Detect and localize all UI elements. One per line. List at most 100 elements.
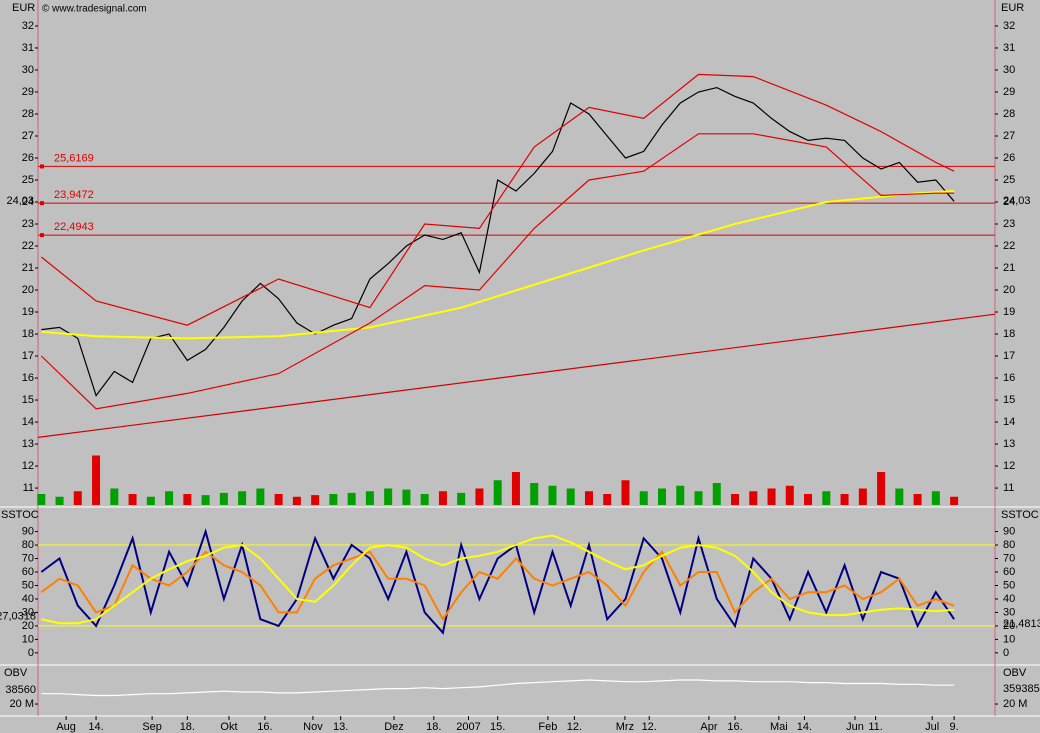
y-label: OBV xyxy=(1003,667,1027,679)
volume-bar xyxy=(420,494,429,505)
y-label: SSTOC xyxy=(1,509,39,521)
y-tick-label: 17 xyxy=(1003,350,1015,362)
series-line xyxy=(40,550,955,622)
y-tick-label: 11 xyxy=(23,482,34,494)
volume-bar xyxy=(384,488,393,505)
level-handle xyxy=(40,164,44,169)
volume-bar xyxy=(603,494,612,505)
volume-bar xyxy=(639,491,648,505)
series-line xyxy=(37,313,996,438)
x-tick-label: 12. xyxy=(567,721,582,733)
series-line xyxy=(41,534,955,625)
volume-bar xyxy=(146,496,155,505)
x-tick-label: Mai xyxy=(770,721,788,733)
last-value: 21,4813 xyxy=(1003,618,1040,630)
level-handle xyxy=(40,233,44,238)
volume-bar xyxy=(219,492,228,505)
y-tick-label: 16 xyxy=(1003,372,1015,384)
y-tick-label: 30 xyxy=(22,606,34,618)
y-tick-label: 30 xyxy=(1003,64,1015,76)
y-tick-label: 20 xyxy=(1003,620,1015,632)
y-label: OBV xyxy=(4,667,28,679)
volume-bar xyxy=(55,496,64,505)
y-tick-label: 24 xyxy=(22,196,34,208)
y-tick-label: 20 xyxy=(1003,284,1015,296)
volume-bar xyxy=(858,488,867,505)
volume-bar xyxy=(712,483,721,505)
level-label: 22,4943 xyxy=(54,221,94,233)
y-tick-label: 13 xyxy=(1003,438,1015,450)
y-tick-label: 10 xyxy=(22,633,34,645)
volume-bar xyxy=(347,492,356,505)
y-tick-label: 50 xyxy=(22,579,34,591)
volume-bar xyxy=(493,480,502,505)
series-line xyxy=(40,73,955,326)
series-line xyxy=(40,133,955,410)
y-tick-label: 23 xyxy=(22,218,34,230)
volume-bar xyxy=(566,488,575,505)
volume-bar xyxy=(767,488,776,505)
y-tick-label: 22 xyxy=(1003,240,1015,252)
y-tick-label: 27 xyxy=(1003,130,1015,142)
volume-bar xyxy=(92,455,101,505)
series-line xyxy=(41,86,955,397)
y-tick-label: 13 xyxy=(22,438,34,450)
volume-bar xyxy=(37,494,46,505)
y-tick-label: 15 xyxy=(22,394,34,406)
y-tick-label: 32 xyxy=(1003,20,1015,32)
y-tick-label: 90 xyxy=(1003,525,1015,537)
volume-bar xyxy=(548,485,557,505)
volume-bar xyxy=(402,489,411,505)
volume-bar xyxy=(676,485,685,505)
volume-bar xyxy=(877,472,886,505)
y-tick-label: 80 xyxy=(22,539,34,551)
volume-bar xyxy=(895,488,904,505)
volume-bar xyxy=(201,495,210,505)
volume-bar xyxy=(822,491,831,505)
level-label: 23,9472 xyxy=(54,189,94,201)
x-tick-label: 14. xyxy=(797,721,812,733)
volume-bar xyxy=(931,491,940,505)
volume-bar xyxy=(110,488,119,505)
y-tick-label: 24 xyxy=(1003,196,1015,208)
x-tick-label: 12. xyxy=(642,721,657,733)
x-tick-label: 13. xyxy=(333,721,348,733)
level-label: 25,6169 xyxy=(54,152,94,164)
y-tick-label: 18 xyxy=(22,328,34,340)
y-tick-label: 0 xyxy=(28,647,34,659)
x-tick-label: Apr xyxy=(700,721,717,733)
y-tick-label: 14 xyxy=(1003,416,1015,428)
y-tick-label: 70 xyxy=(22,552,34,564)
level-handle xyxy=(40,201,44,206)
y-tick-label: 18 xyxy=(1003,328,1015,340)
y-tick-label: 26 xyxy=(22,152,34,164)
y-tick-label: 20 xyxy=(22,284,34,296)
volume-bar xyxy=(530,483,539,505)
x-tick-label: 11. xyxy=(868,721,882,733)
volume-bar xyxy=(475,488,484,505)
series-line xyxy=(41,190,955,340)
y-tick-label: 31 xyxy=(1003,42,1015,54)
last-value: 27,0318 xyxy=(0,610,36,622)
y-label: EUR xyxy=(1001,2,1024,14)
y-label: EUR xyxy=(12,2,35,14)
y-tick-label: 15 xyxy=(1003,394,1015,406)
x-tick-label: 15. xyxy=(490,721,505,733)
series-line xyxy=(40,528,955,635)
volume-bar xyxy=(292,496,301,505)
x-tick-label: 16. xyxy=(257,721,272,733)
y-tick-label: 90 xyxy=(22,525,34,537)
volume-bar xyxy=(256,488,265,505)
volume-bar xyxy=(274,494,283,505)
x-tick-label: 14. xyxy=(88,721,103,733)
y-tick-label: 26 xyxy=(1003,152,1015,164)
y-tick-label: 12 xyxy=(22,460,34,472)
x-tick-label: Jun xyxy=(846,721,864,733)
volume-bar xyxy=(457,492,466,505)
x-tick-label: 18. xyxy=(426,721,441,733)
volume-bar xyxy=(950,496,959,505)
y-tick-label: 16 xyxy=(22,372,34,384)
volume-bar xyxy=(165,491,174,505)
x-tick-label: 16. xyxy=(727,721,742,733)
